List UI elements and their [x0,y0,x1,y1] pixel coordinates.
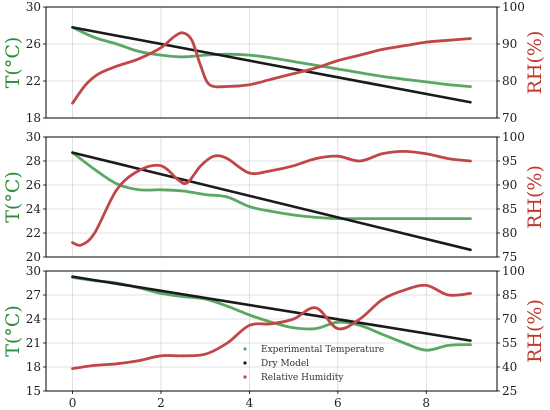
y-right-tick-label: 70 [502,111,517,125]
y-right-tick-label: 75 [502,250,517,264]
y-right-tick-label: 80 [502,74,517,88]
y-left-tick-label: 26 [26,178,41,192]
y-left-tick-label: 20 [26,250,41,264]
legend-marker-humidity [243,375,247,379]
series-line-model [71,151,472,252]
series-line-temperature [71,25,472,88]
x-tick-label: 2 [157,396,165,410]
y-left-tick-label: 30 [26,130,41,144]
y-right-tick-label: 90 [502,178,517,192]
y-right-tick-label: 70 [502,312,517,326]
y-left-tick-label: 30 [26,264,41,278]
series-line-model [71,26,472,104]
y-right-tick-label: 40 [502,360,517,374]
y-right-axis-label: RH(%) [524,31,546,95]
y-left-tick-label: 15 [26,384,41,398]
y-left-tick-label: 26 [26,37,41,51]
x-tick-label: 8 [422,396,430,410]
panel-1: 18 22 26 30 70 80 90 100 T(°C) RH(%) [2,0,546,125]
panel-2: 20 22 24 26 28 30 75 80 85 90 95 100 T(°C) RH(%) [2,130,546,264]
legend-marker-model [243,361,247,365]
legend-label-temperature: Experimental Temperature [261,345,384,355]
legend-marker-temperature [243,347,247,351]
y-left-tick-label: 24 [26,202,42,216]
plot-frame [45,6,498,119]
y-right-tick-label: 85 [502,288,517,302]
y-left-axis-label: T(°C) [2,171,24,223]
plot-frame [45,270,498,392]
y-right-tick-label: 100 [502,264,525,278]
y-right-tick-label: 85 [502,202,517,216]
y-right-tick-label: 100 [502,130,525,144]
y-right-tick-label: 95 [502,154,517,168]
y-left-tick-label: 18 [26,360,41,374]
x-tick-label: 6 [334,396,342,410]
y-left-tick-label: 30 [26,0,41,14]
y-left-tick-label: 22 [26,226,41,240]
y-left-axis-label: T(°C) [2,305,24,357]
series-line-humidity [71,283,472,370]
x-tick-label: 0 [69,396,77,410]
series-line-model [71,275,472,342]
legend-label-humidity: Relative Humidity [261,373,344,383]
x-tick-label: 4 [246,396,254,410]
legend: Experimental Temperature Dry Model Relativ… [243,345,384,383]
y-left-tick-label: 22 [26,74,41,88]
y-right-tick-label: 80 [502,226,517,240]
y-left-tick-label: 21 [26,336,41,350]
y-left-tick-label: 18 [26,111,41,125]
y-right-tick-label: 55 [502,336,517,350]
y-right-tick-label: 100 [502,0,525,14]
y-left-axis-label: T(°C) [2,37,24,89]
series-line-humidity [71,31,472,105]
y-left-tick-label: 24 [26,312,42,326]
y-left-tick-label: 28 [26,154,41,168]
series-line-temperature [71,151,472,221]
legend-label-model: Dry Model [261,359,309,369]
series-line-humidity [71,150,472,247]
y-right-tick-label: 25 [502,384,517,398]
y-right-tick-label: 90 [502,37,517,51]
y-left-tick-label: 27 [26,288,41,302]
plot-frame [45,136,498,258]
y-right-axis-label: RH(%) [524,299,546,363]
y-right-axis-label: RH(%) [524,165,546,229]
